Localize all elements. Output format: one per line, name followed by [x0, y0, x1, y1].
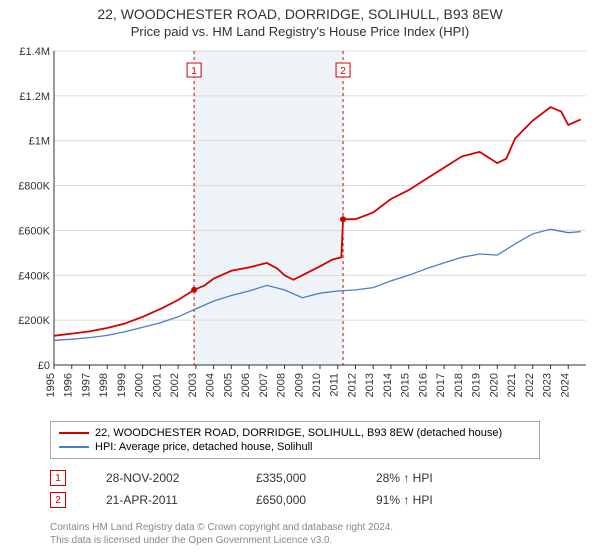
marker-badge: 2 [50, 492, 66, 508]
marker-price: £650,000 [256, 493, 336, 507]
marker-table: 1 28-NOV-2002 £335,000 28% ↑ HPI 2 21-AP… [50, 467, 592, 511]
chart-title: 22, WOODCHESTER ROAD, DORRIDGE, SOLIHULL… [8, 6, 592, 22]
marker-hpi: 28% ↑ HPI [376, 471, 476, 485]
svg-text:2010: 2010 [311, 373, 323, 397]
svg-text:2003: 2003 [187, 373, 199, 397]
chart-subtitle: Price paid vs. HM Land Registry's House … [8, 24, 592, 39]
svg-text:2019: 2019 [471, 373, 483, 397]
svg-text:2024: 2024 [559, 373, 571, 397]
svg-text:£1.2M: £1.2M [19, 91, 50, 103]
svg-text:£800K: £800K [18, 181, 50, 193]
legend-swatch [59, 432, 89, 434]
footer-line: Contains HM Land Registry data © Crown c… [50, 521, 592, 534]
svg-text:2017: 2017 [435, 373, 447, 397]
svg-text:2014: 2014 [382, 373, 394, 397]
svg-text:2000: 2000 [134, 373, 146, 397]
svg-text:2021: 2021 [506, 373, 518, 397]
svg-text:2018: 2018 [453, 373, 465, 397]
svg-text:2013: 2013 [364, 373, 376, 397]
legend-item: 22, WOODCHESTER ROAD, DORRIDGE, SOLIHULL… [59, 426, 531, 440]
legend-label: 22, WOODCHESTER ROAD, DORRIDGE, SOLIHULL… [95, 427, 502, 439]
svg-text:£1.4M: £1.4M [19, 46, 50, 58]
svg-text:£400K: £400K [18, 270, 50, 282]
marker-date: 28-NOV-2002 [106, 471, 216, 485]
svg-text:1997: 1997 [80, 373, 92, 397]
svg-text:£0: £0 [38, 360, 50, 372]
marker-badge: 1 [50, 470, 66, 486]
legend-label: HPI: Average price, detached house, Soli… [95, 441, 313, 453]
svg-text:2001: 2001 [151, 373, 163, 397]
svg-text:2016: 2016 [417, 373, 429, 397]
marker-row: 1 28-NOV-2002 £335,000 28% ↑ HPI [50, 467, 592, 489]
svg-text:1999: 1999 [116, 373, 128, 397]
svg-text:2020: 2020 [488, 373, 500, 397]
chart-legend: 22, WOODCHESTER ROAD, DORRIDGE, SOLIHULL… [50, 421, 540, 459]
svg-text:1: 1 [191, 66, 197, 77]
marker-price: £335,000 [256, 471, 336, 485]
marker-date: 21-APR-2011 [106, 493, 216, 507]
svg-text:£200K: £200K [18, 315, 50, 327]
svg-text:2012: 2012 [346, 373, 358, 397]
svg-text:2022: 2022 [524, 373, 536, 397]
chart-footer: Contains HM Land Registry data © Crown c… [50, 521, 592, 547]
marker-row: 2 21-APR-2011 £650,000 91% ↑ HPI [50, 489, 592, 511]
chart-plot: £0 £200K £400K £600K £800K £1M £1.2M £1.4M 1995 1… [8, 45, 592, 415]
svg-text:2015: 2015 [400, 373, 412, 397]
svg-text:£600K: £600K [18, 225, 50, 237]
legend-swatch [59, 446, 89, 448]
svg-text:1998: 1998 [98, 373, 110, 397]
svg-text:1995: 1995 [45, 373, 57, 397]
svg-text:2023: 2023 [542, 373, 554, 397]
footer-line: This data is licensed under the Open Gov… [50, 534, 592, 547]
svg-text:2: 2 [340, 66, 346, 77]
svg-text:£1M: £1M [29, 136, 50, 148]
svg-text:2002: 2002 [169, 373, 181, 397]
svg-text:2009: 2009 [293, 373, 305, 397]
svg-text:2005: 2005 [222, 373, 234, 397]
svg-text:1996: 1996 [63, 373, 75, 397]
svg-text:2004: 2004 [205, 373, 217, 397]
svg-text:2007: 2007 [258, 373, 270, 397]
marker-hpi: 91% ↑ HPI [376, 493, 476, 507]
svg-text:2008: 2008 [276, 373, 288, 397]
svg-text:2006: 2006 [240, 373, 252, 397]
svg-text:2011: 2011 [329, 373, 341, 397]
legend-item: HPI: Average price, detached house, Soli… [59, 440, 531, 454]
